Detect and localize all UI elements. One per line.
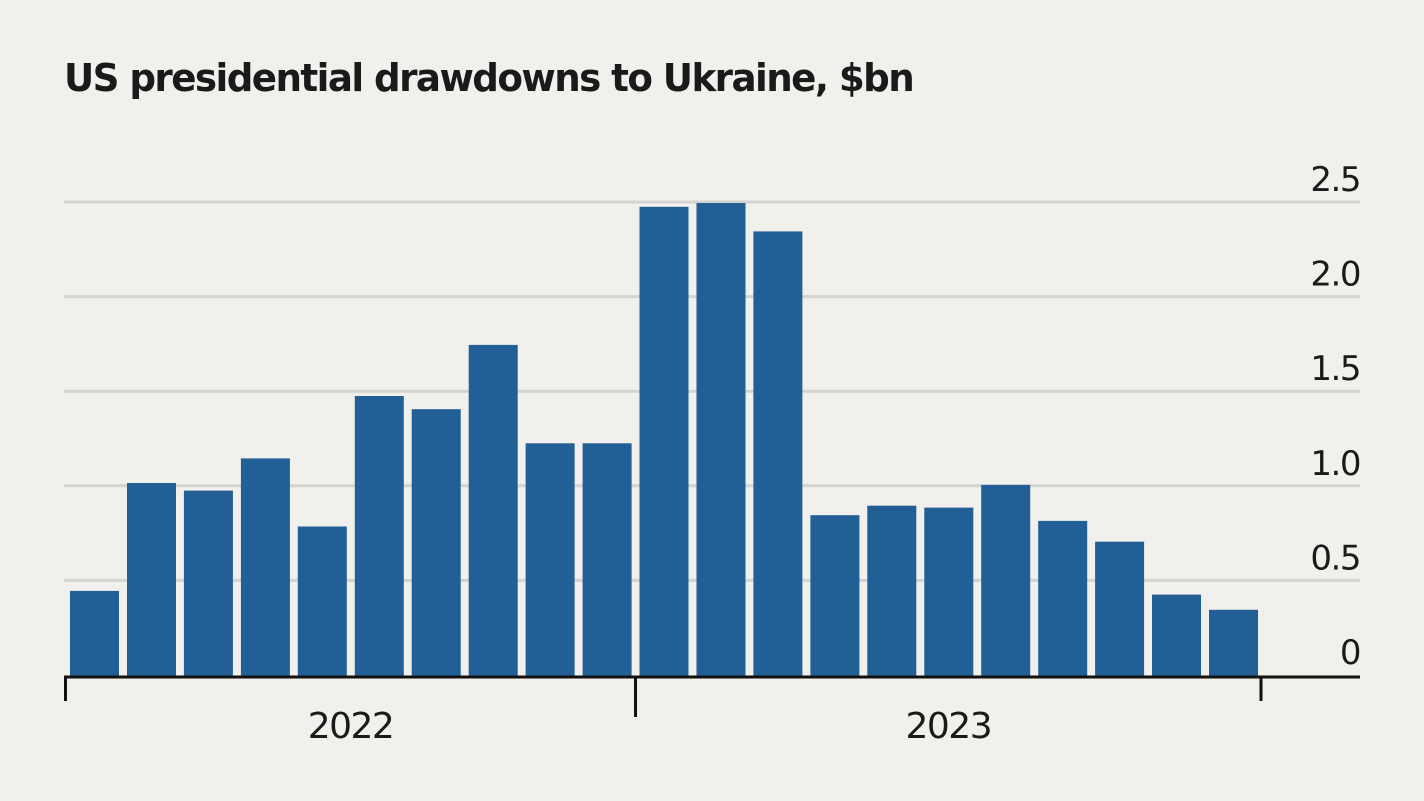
x-tick-label: 2022 — [308, 706, 394, 747]
y-tick-label: 1.0 — [1310, 444, 1360, 484]
bar — [639, 206, 689, 677]
bar — [696, 203, 746, 676]
chart-title: US presidential drawdowns to Ukraine, $b… — [64, 56, 915, 100]
y-tick-label: 2.5 — [1310, 160, 1360, 200]
y-tick-label: 2.0 — [1310, 255, 1360, 295]
bar — [183, 490, 233, 676]
bar — [411, 409, 461, 676]
bar — [297, 526, 347, 676]
bar — [867, 505, 917, 676]
x-tick-label: 2023 — [905, 706, 991, 747]
y-tick-label: 0 — [1340, 633, 1360, 673]
bar — [981, 484, 1031, 676]
bar — [924, 507, 974, 676]
bar — [354, 396, 404, 676]
y-tick-label: 0.5 — [1310, 538, 1360, 578]
y-tick-label: 1.5 — [1310, 349, 1360, 389]
bar — [810, 515, 860, 676]
bar — [70, 590, 119, 676]
bar — [240, 458, 290, 676]
bar — [525, 443, 575, 676]
bar — [127, 483, 176, 676]
bars — [70, 203, 1258, 677]
y-axis-tick-labels: 0 0.5 1.0 1.5 2.0 2.5 — [1310, 160, 1361, 673]
bar — [468, 344, 518, 676]
bar — [1038, 520, 1088, 676]
bar — [1152, 594, 1201, 676]
bar — [1095, 541, 1145, 676]
bar — [582, 443, 632, 676]
bar — [753, 231, 803, 676]
bar — [1209, 609, 1258, 676]
x-axis: 2022 2023 — [64, 675, 1360, 747]
